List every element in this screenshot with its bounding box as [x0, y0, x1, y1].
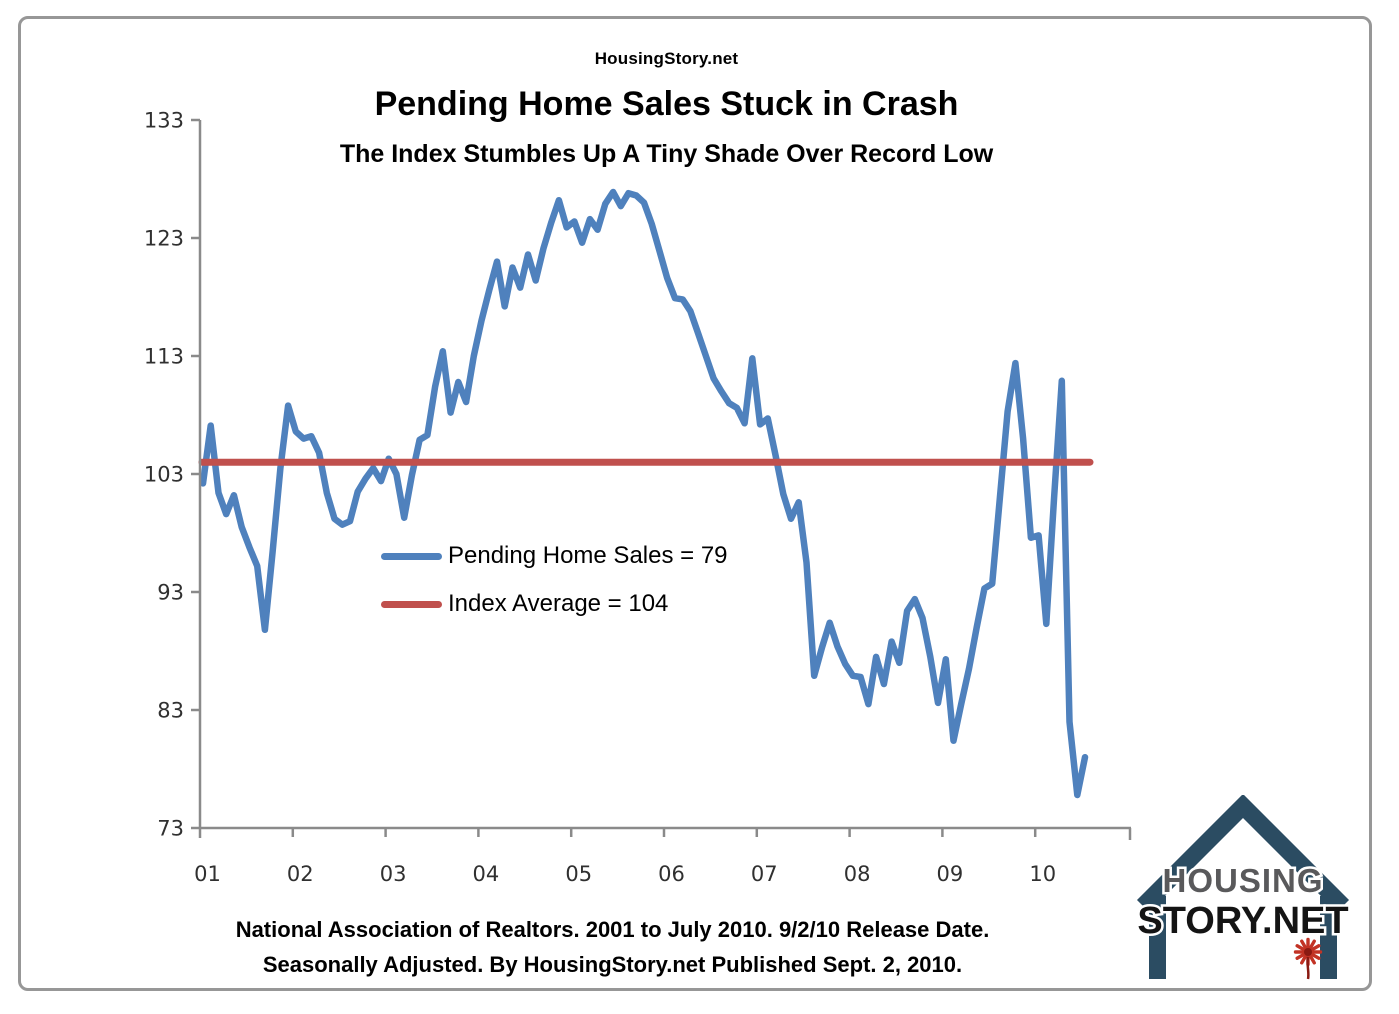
y-tick-label: 113	[144, 345, 184, 369]
source-note-line1: National Association of Realtors. 2001 t…	[235, 917, 990, 942]
legend-item-index-average: Index Average = 104	[381, 590, 668, 618]
x-tick-label: 09	[937, 862, 964, 886]
logo-text-housing: HOUSING	[1162, 862, 1323, 899]
pending-home-sales-line-swatch	[381, 552, 442, 560]
y-tick-label: 93	[157, 581, 184, 605]
legend-item-pending-home-sales: Pending Home Sales = 79	[381, 542, 728, 570]
y-tick-label: 83	[157, 699, 184, 723]
x-tick-label: 03	[380, 862, 407, 886]
legend-label-pending-home-sales: Pending Home Sales = 79	[448, 542, 728, 569]
chart-title: Pending Home Sales Stuck in Crash	[374, 85, 959, 123]
x-tick-label: 01	[194, 862, 221, 886]
x-tick-label: 05	[565, 862, 592, 886]
x-tick-label: 06	[658, 862, 685, 886]
site-title: HousingStory.net	[594, 49, 739, 68]
x-tick-label: 08	[844, 862, 871, 886]
y-tick-label: 73	[157, 817, 184, 841]
x-tick-label: 10	[1029, 862, 1056, 886]
x-tick-label: 07	[751, 862, 778, 886]
housingstory-logo: HOUSING STORY.NET	[1135, 793, 1351, 985]
house-roof	[1136, 793, 1350, 913]
x-tick-label: 02	[287, 862, 314, 886]
y-tick-label: 103	[144, 463, 184, 487]
house-left-wall	[1149, 896, 1166, 979]
legend-label-index-average: Index Average = 104	[448, 590, 669, 617]
flower-icon	[1293, 937, 1323, 980]
house-icon: HOUSING STORY.NET	[1135, 793, 1351, 980]
y-tick-label: 133	[144, 109, 184, 133]
index-average-line-swatch	[381, 600, 442, 608]
logo-text-storynet: STORY.NET	[1137, 900, 1348, 942]
source-note: National Association of Realtors. 2001 t…	[0, 912, 1225, 982]
y-tick-label: 123	[144, 227, 184, 251]
house-right-wall	[1320, 896, 1337, 979]
source-note-line2: Seasonally Adjusted. By HousingStory.net…	[262, 952, 963, 977]
chart-subtitle: The Index Stumbles Up A Tiny Shade Over …	[339, 140, 994, 168]
pending-home-sales-series-line	[199, 188, 1089, 799]
x-tick-label: 04	[473, 862, 500, 886]
